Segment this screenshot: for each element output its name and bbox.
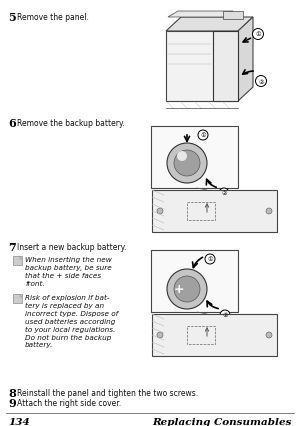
Circle shape <box>266 208 272 215</box>
Circle shape <box>157 208 163 215</box>
Polygon shape <box>238 18 253 102</box>
Text: Attach the right side cover.: Attach the right side cover. <box>17 398 121 407</box>
Circle shape <box>174 151 200 177</box>
Polygon shape <box>166 32 238 102</box>
Circle shape <box>256 76 266 87</box>
Circle shape <box>220 310 230 320</box>
FancyBboxPatch shape <box>151 250 238 312</box>
Text: 5: 5 <box>8 12 16 23</box>
Polygon shape <box>168 12 233 18</box>
Text: 7: 7 <box>8 242 16 253</box>
Text: ①: ① <box>207 257 213 262</box>
Text: 134: 134 <box>8 417 30 426</box>
Text: Reinstall the panel and tighten the two screws.: Reinstall the panel and tighten the two … <box>17 388 198 397</box>
Text: 6: 6 <box>8 118 16 129</box>
Bar <box>223 12 243 20</box>
Circle shape <box>266 332 272 338</box>
Text: Risk of explosion if bat-
tery is replaced by an
incorrect type. Dispose of
used: Risk of explosion if bat- tery is replac… <box>25 294 118 348</box>
Text: Replacing Consumables: Replacing Consumables <box>152 417 292 426</box>
Circle shape <box>167 144 207 184</box>
Circle shape <box>167 269 207 309</box>
Polygon shape <box>152 314 277 356</box>
Text: 8: 8 <box>8 387 16 398</box>
Text: ②: ② <box>222 313 228 318</box>
Circle shape <box>253 29 263 40</box>
Text: Remove the panel.: Remove the panel. <box>17 13 89 22</box>
Text: 9: 9 <box>8 397 16 408</box>
Text: +: + <box>174 283 184 296</box>
FancyBboxPatch shape <box>151 127 238 189</box>
Polygon shape <box>13 256 22 265</box>
Polygon shape <box>152 190 277 233</box>
Text: When inserting the new
backup battery, be sure
that the + side faces
front.: When inserting the new backup battery, b… <box>25 256 112 286</box>
Text: ②: ② <box>221 191 227 196</box>
Circle shape <box>174 276 200 302</box>
Text: ①: ① <box>200 133 206 138</box>
Circle shape <box>198 131 208 141</box>
Polygon shape <box>166 18 253 32</box>
Text: ②: ② <box>258 79 264 84</box>
Bar <box>187 326 215 344</box>
Text: Remove the backup battery.: Remove the backup battery. <box>17 119 125 128</box>
Text: Insert a new backup battery.: Insert a new backup battery. <box>17 242 126 251</box>
Circle shape <box>205 254 215 265</box>
Circle shape <box>157 332 163 338</box>
Circle shape <box>177 152 187 161</box>
Polygon shape <box>213 32 238 102</box>
Bar <box>187 202 215 221</box>
Circle shape <box>219 189 229 199</box>
Text: ①: ① <box>255 32 261 37</box>
Polygon shape <box>13 294 22 303</box>
